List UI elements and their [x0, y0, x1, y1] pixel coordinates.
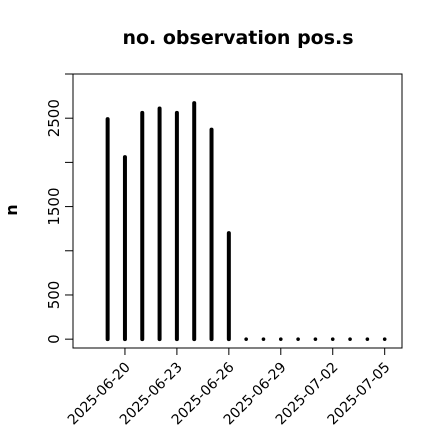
- bar-zero-point: [330, 337, 335, 341]
- bar-zero-point: [261, 337, 266, 341]
- bars: [105, 101, 387, 342]
- bar-zero-point: [382, 337, 387, 341]
- bar-zero-point: [348, 337, 352, 341]
- bar-zero-point: [296, 337, 300, 341]
- y-tick-label: 1500: [45, 187, 63, 225]
- y-tick-label: 0: [45, 334, 63, 344]
- plot-area: [72, 73, 403, 349]
- x-axis: 2025-06-202025-06-232025-06-262025-06-29…: [65, 348, 394, 428]
- y-tick-label: 500: [45, 281, 63, 310]
- y-tick-label: 2500: [45, 99, 63, 137]
- bar-zero-point: [278, 337, 283, 341]
- chart-title: no. observation pos.s: [122, 27, 353, 49]
- bar-zero-point: [244, 337, 248, 341]
- bar-zero-point: [313, 337, 318, 341]
- bar-zero-point: [365, 337, 370, 341]
- y-axis: 0 500 1500 2500: [45, 73, 74, 348]
- y-axis-label: n: [2, 204, 21, 215]
